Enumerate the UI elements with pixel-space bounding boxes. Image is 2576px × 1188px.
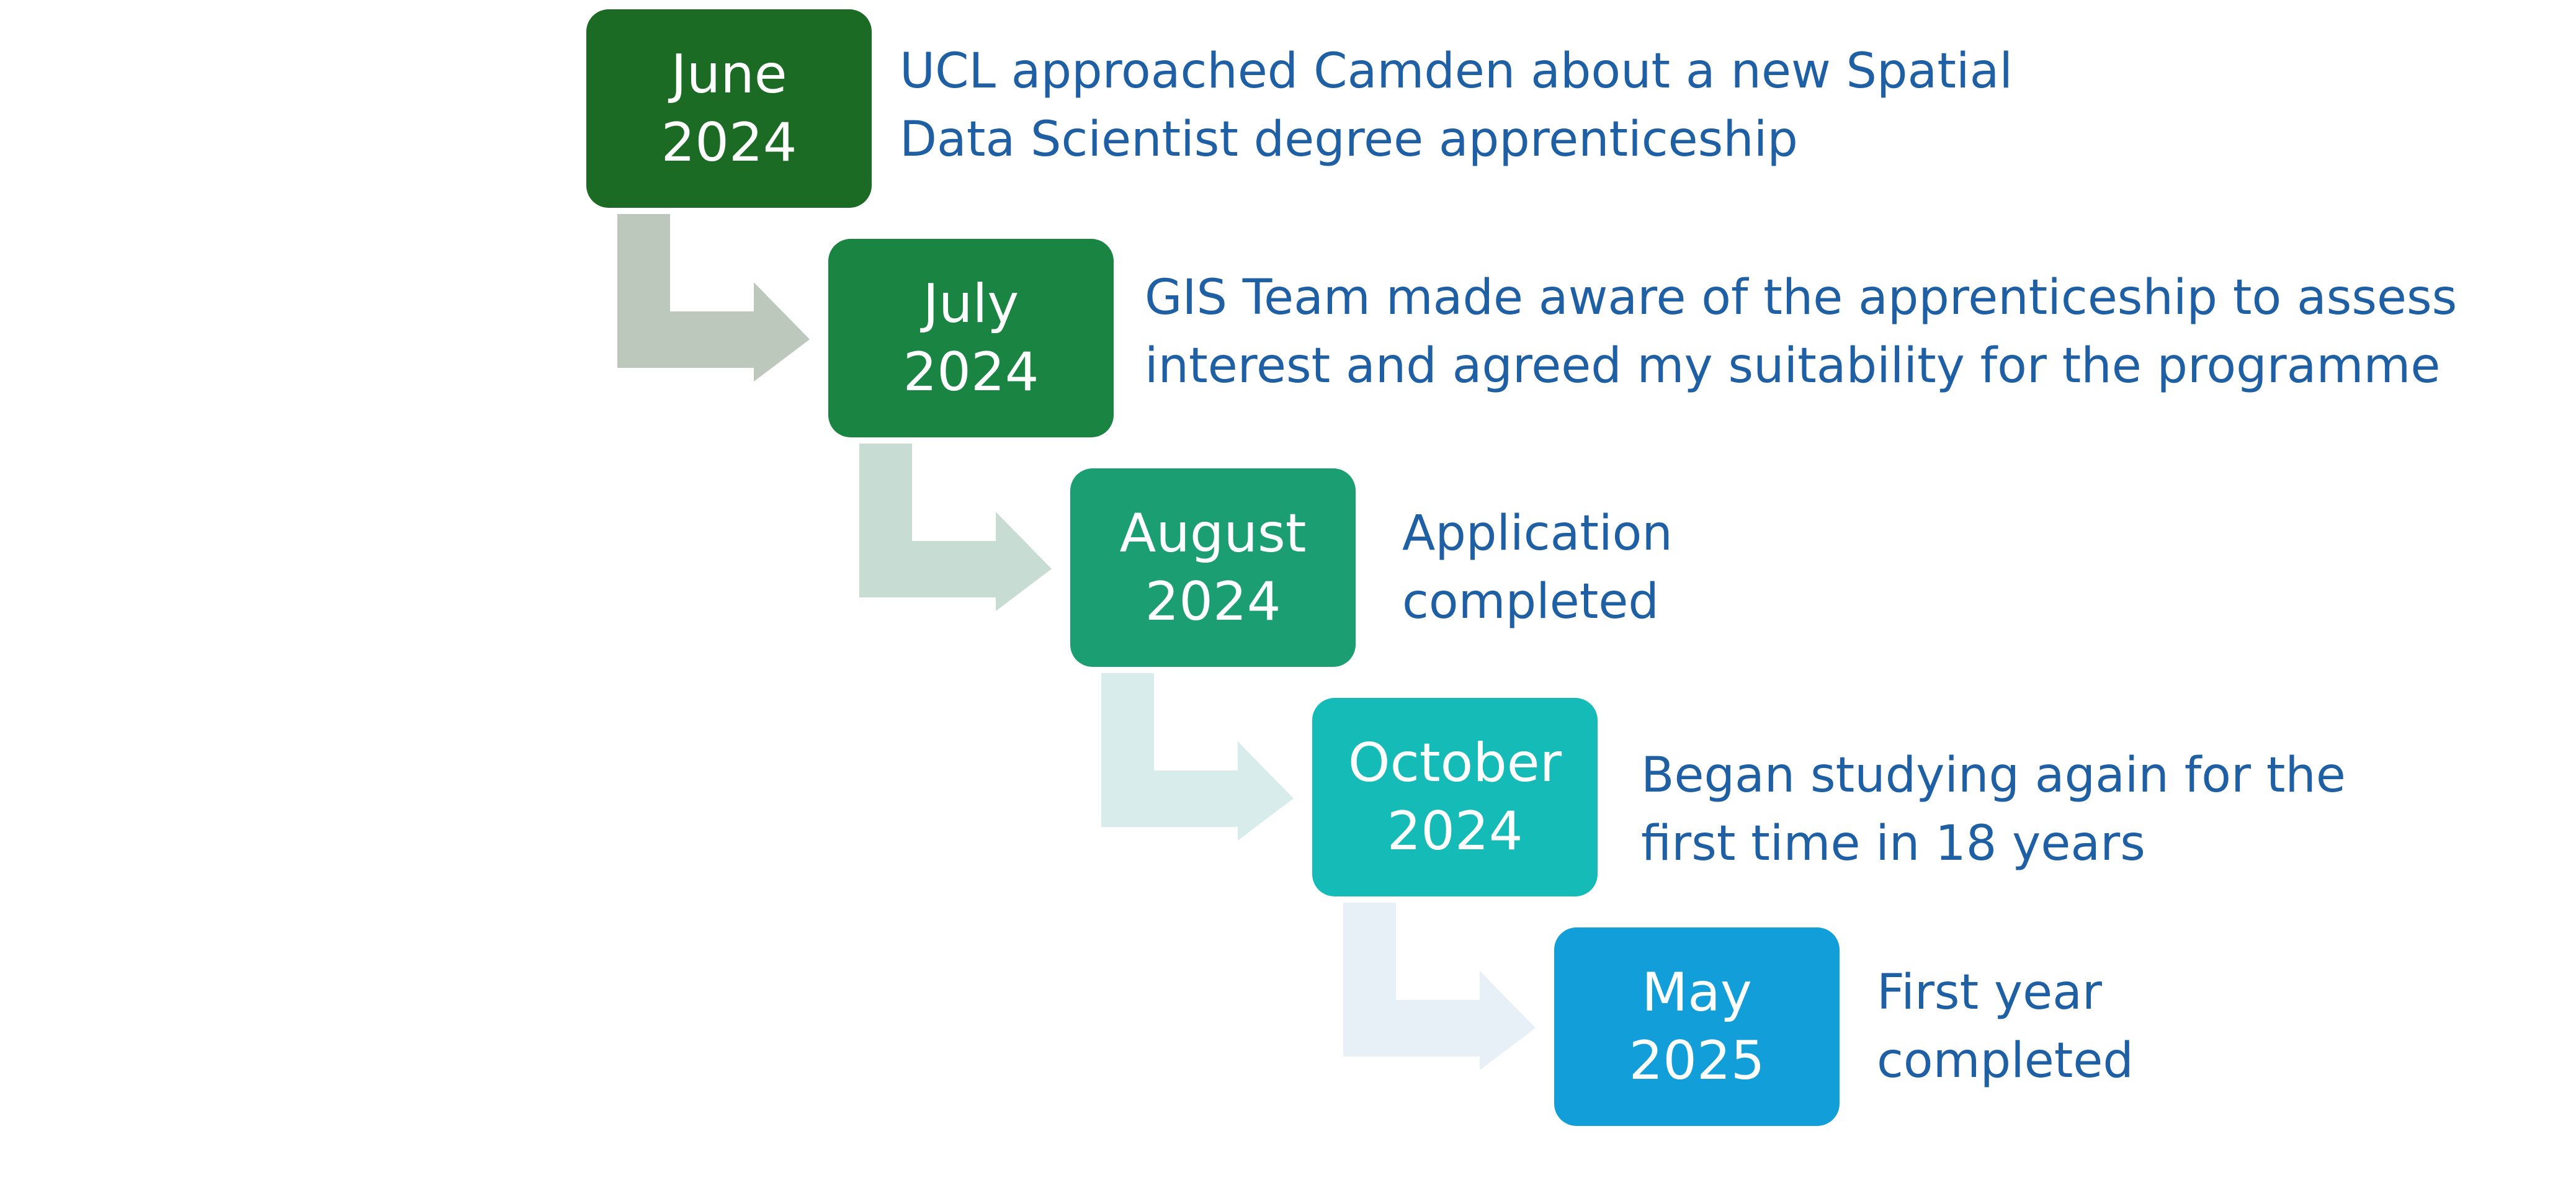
- connector-arrow-4: [1343, 903, 1536, 1070]
- description-line: UCL approached Camden about a new Spatia…: [900, 43, 2013, 99]
- date-box-may-2025: May 2025: [1554, 927, 1840, 1126]
- date-box-july-2024: July 2024: [828, 239, 1114, 437]
- date-month: August: [1119, 502, 1307, 565]
- arrow-shape: [1343, 903, 1536, 1070]
- date-month: May: [1642, 962, 1752, 1024]
- date-year: 2024: [1145, 571, 1281, 633]
- date-year: 2024: [903, 341, 1039, 403]
- description-line: first time in 18 years: [1641, 816, 2145, 872]
- description-line: Application: [1402, 506, 1673, 561]
- date-year: 2025: [1629, 1030, 1765, 1092]
- description-line: GIS Team made aware of the apprenticeshi…: [1145, 270, 2457, 326]
- arrow-shape: [617, 214, 810, 382]
- arrow-shape: [859, 444, 1052, 611]
- description-line: First year: [1877, 965, 2102, 1021]
- arrow-shape: [1101, 673, 1294, 841]
- step-description-5: First year completed: [1877, 958, 2134, 1095]
- date-box-august-2024: August 2024: [1070, 468, 1356, 667]
- step-description-4: Began studying again for the first time …: [1641, 741, 2346, 878]
- date-box-june-2024: June 2024: [586, 9, 872, 208]
- description-line: completed: [1877, 1033, 2134, 1089]
- date-year: 2024: [661, 112, 797, 174]
- description-line: Began studying again for the: [1641, 748, 2346, 803]
- description-line: Data Scientist degree apprenticeship: [900, 112, 1798, 167]
- date-box-october-2024: October 2024: [1312, 698, 1598, 896]
- date-year: 2024: [1387, 800, 1523, 862]
- connector-arrow-2: [859, 444, 1052, 611]
- step-description-2: GIS Team made aware of the apprenticeshi…: [1145, 264, 2457, 400]
- step-description-3: Application completed: [1402, 499, 1673, 636]
- connector-arrow-1: [617, 214, 810, 382]
- connector-arrow-3: [1101, 673, 1294, 841]
- date-month: October: [1348, 732, 1562, 794]
- description-line: completed: [1402, 574, 1659, 630]
- step-description-1: UCL approached Camden about a new Spatia…: [900, 37, 2013, 174]
- date-month: June: [671, 43, 787, 105]
- date-month: July: [923, 273, 1019, 335]
- description-line: interest and agreed my suitability for t…: [1145, 338, 2441, 394]
